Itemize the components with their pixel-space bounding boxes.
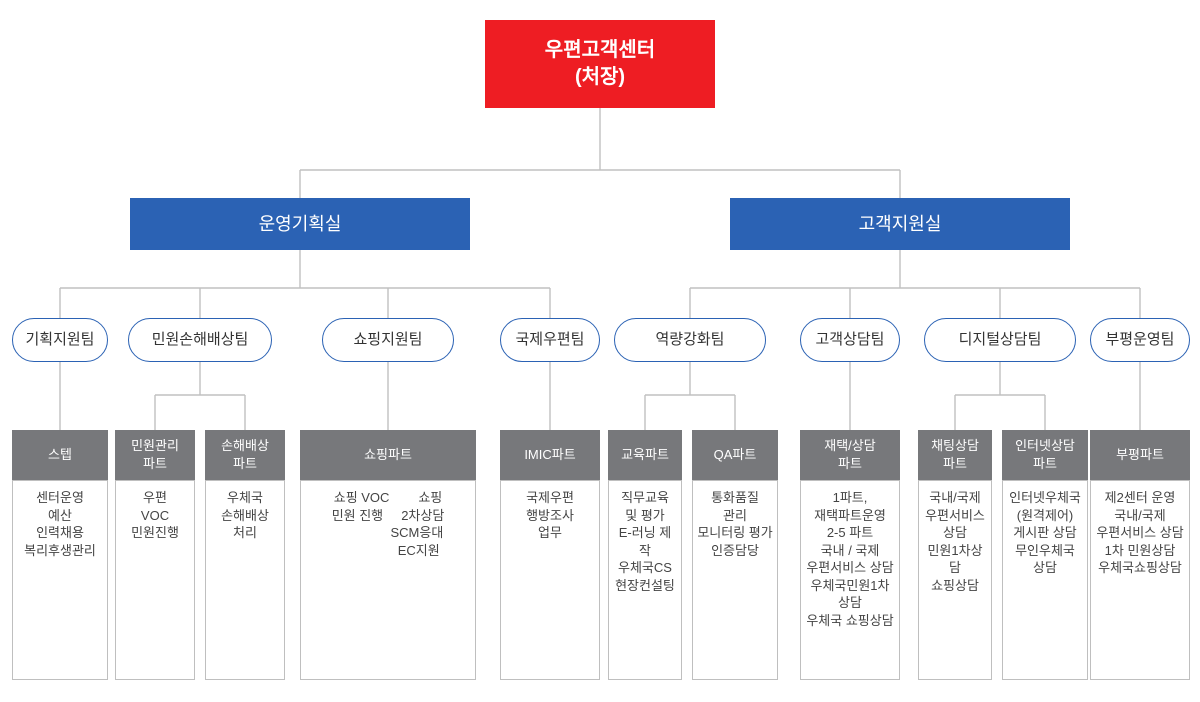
detail-4: 쇼핑 VOC 쇼핑 민원 진행 2차상담 SCM응대 EC지원 <box>300 480 476 680</box>
detail-5: 국제우편 행방조사 업무 <box>500 480 600 680</box>
part-2: 민원관리 파트 <box>115 430 195 480</box>
part-2-label: 민원관리 파트 <box>131 437 179 472</box>
team-6: 고객상담팀 <box>800 318 900 362</box>
detail-6: 직무교육 및 평가 E-러닝 제작 우체국CS 현장컨설팅 <box>608 480 682 680</box>
detail-7-text: 통화품질 관리 모니터링 평가 인증담당 <box>697 489 772 559</box>
detail-9-text: 국내/국제 우편서비스 상담 민원1차상담 쇼핑상담 <box>923 489 987 594</box>
detail-1: 센터운영 예산 인력채용 복리후생관리 <box>12 480 108 680</box>
detail-9: 국내/국제 우편서비스 상담 민원1차상담 쇼핑상담 <box>918 480 992 680</box>
detail-2-text: 우편 VOC 민원진행 <box>131 489 179 542</box>
team-2-label: 민원손해배상팀 <box>152 330 249 350</box>
part-10: 인터넷상담 파트 <box>1002 430 1088 480</box>
part-9-label: 채팅상담 파트 <box>931 437 979 472</box>
root-node: 우편고객센터 (처장) <box>485 20 715 108</box>
part-4: 쇼핑파트 <box>300 430 476 480</box>
team-7-label: 디지털상담팀 <box>959 330 1042 350</box>
team-7: 디지털상담팀 <box>924 318 1076 362</box>
part-1-label: 스텝 <box>48 446 72 464</box>
team-1-label: 기획지원팀 <box>25 330 94 350</box>
part-5-label: IMIC파트 <box>524 446 575 464</box>
detail-4-text: 쇼핑 VOC 쇼핑 민원 진행 2차상담 SCM응대 EC지원 <box>332 489 445 559</box>
division-cs: 고객지원실 <box>730 198 1070 250</box>
part-5: IMIC파트 <box>500 430 600 480</box>
part-10-label: 인터넷상담 파트 <box>1015 437 1075 472</box>
team-5-label: 역량강화팀 <box>655 330 724 350</box>
detail-5-text: 국제우편 행방조사 업무 <box>526 489 574 542</box>
division-op: 운영기획실 <box>130 198 470 250</box>
team-5: 역량강화팀 <box>614 318 766 362</box>
part-6-label: 교육파트 <box>621 446 669 464</box>
org-chart: 우편고객센터 (처장) 운영기획실 고객지원실 기획지원팀 민원손해배상팀 쇼핑… <box>0 0 1200 702</box>
division-op-label: 운영기획실 <box>259 212 342 236</box>
detail-11: 제2센터 운영 국내/국제 우편서비스 상담 1차 민원상담 우체국쇼핑상담 <box>1090 480 1190 680</box>
team-3: 쇼핑지원팀 <box>322 318 454 362</box>
part-7: QA파트 <box>692 430 778 480</box>
team-1: 기획지원팀 <box>12 318 108 362</box>
part-11-label: 부평파트 <box>1116 446 1164 464</box>
part-4-label: 쇼핑파트 <box>364 446 412 464</box>
team-2: 민원손해배상팀 <box>128 318 272 362</box>
detail-10: 인터넷우체국 (원격제어) 게시판 상담 무인우체국 상담 <box>1002 480 1088 680</box>
part-3: 손해배상 파트 <box>205 430 285 480</box>
detail-1-text: 센터운영 예산 인력채용 복리후생관리 <box>24 489 96 559</box>
detail-3: 우체국 손해배상 처리 <box>205 480 285 680</box>
root-label: 우편고객센터 (처장) <box>545 37 655 91</box>
part-7-label: QA파트 <box>714 446 757 464</box>
team-4-label: 국제우편팀 <box>515 330 584 350</box>
detail-3-text: 우체국 손해배상 처리 <box>221 489 269 542</box>
part-9: 채팅상담 파트 <box>918 430 992 480</box>
detail-2: 우편 VOC 민원진행 <box>115 480 195 680</box>
detail-8: 1파트, 재택파트운영 2-5 파트 국내 / 국제 우편서비스 상담 우체국민… <box>800 480 900 680</box>
part-8-label: 재택/상담 파트 <box>824 437 875 472</box>
detail-10-text: 인터넷우체국 (원격제어) 게시판 상담 무인우체국 상담 <box>1009 489 1081 577</box>
part-8: 재택/상담 파트 <box>800 430 900 480</box>
division-cs-label: 고객지원실 <box>859 212 942 236</box>
team-8: 부평운영팀 <box>1090 318 1190 362</box>
team-6-label: 고객상담팀 <box>815 330 884 350</box>
part-6: 교육파트 <box>608 430 682 480</box>
part-1: 스텝 <box>12 430 108 480</box>
detail-11-text: 제2센터 운영 국내/국제 우편서비스 상담 1차 민원상담 우체국쇼핑상담 <box>1096 489 1183 577</box>
team-8-label: 부평운영팀 <box>1105 330 1174 350</box>
detail-6-text: 직무교육 및 평가 E-러닝 제작 우체국CS 현장컨설팅 <box>613 489 677 594</box>
detail-7: 통화품질 관리 모니터링 평가 인증담당 <box>692 480 778 680</box>
team-3-label: 쇼핑지원팀 <box>353 330 422 350</box>
team-4: 국제우편팀 <box>500 318 600 362</box>
part-3-label: 손해배상 파트 <box>221 437 269 472</box>
detail-8-text: 1파트, 재택파트운영 2-5 파트 국내 / 국제 우편서비스 상담 우체국민… <box>806 489 893 629</box>
part-11: 부평파트 <box>1090 430 1190 480</box>
